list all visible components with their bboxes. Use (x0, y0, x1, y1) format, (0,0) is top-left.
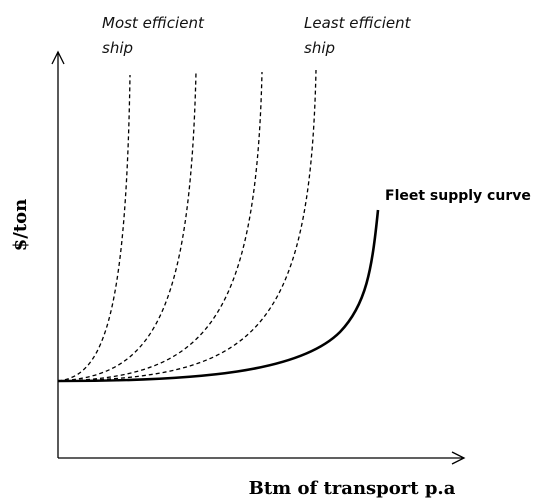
ship-curve (57, 69, 317, 382)
axes (51, 50, 466, 465)
annotation: Least efficient (304, 14, 412, 32)
y-arrow (51, 50, 65, 65)
x-axis-label: Btm of transport p.a (249, 478, 456, 499)
ship-curve (57, 74, 131, 382)
x-arrow (451, 451, 466, 465)
annotation: Fleet supply curve (385, 188, 531, 204)
annotation: Most efficient (102, 14, 205, 32)
annotation: ship (102, 39, 133, 57)
ship-curve (57, 71, 263, 382)
fleet-supply-curve (57, 209, 380, 383)
ship-curves (57, 69, 317, 382)
y-axis-label: $/ton (10, 199, 31, 252)
ship-curve (57, 71, 197, 382)
annotation: ship (304, 39, 335, 57)
